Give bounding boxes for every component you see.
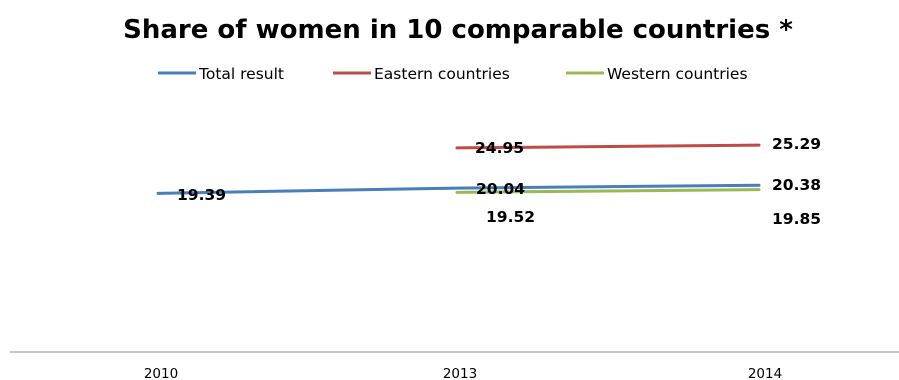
data-label-total-result-2010: 19.39 <box>177 186 226 204</box>
legend-label-total-result: Total result <box>198 65 284 83</box>
x-tick-label-2013: 2013 <box>443 366 477 380</box>
series-line-eastern-countries <box>455 143 761 150</box>
series-line-western-countries <box>455 188 761 194</box>
data-label-eastern-countries-2013: 24.95 <box>475 139 524 157</box>
data-label-western-countries-2013: 19.52 <box>486 208 535 226</box>
series-lines <box>156 143 761 195</box>
x-axis-ticks: 2010 2013 2014 <box>144 366 782 380</box>
data-label-total-result-2014: 20.38 <box>772 176 821 194</box>
legend-label-western-countries: Western countries <box>607 65 748 83</box>
x-tick-label-2014: 2014 <box>748 366 782 380</box>
x-tick-label-2010: 2010 <box>144 366 178 380</box>
legend: Total result Eastern countries Western c… <box>158 65 748 83</box>
series-line-total-result <box>156 183 761 195</box>
data-label-total-result-2013: 20.04 <box>476 180 525 198</box>
data-label-eastern-countries-2014: 25.29 <box>772 135 821 153</box>
data-labels: 19.39 20.04 20.38 24.95 25.29 19.52 19.85 <box>177 135 821 228</box>
legend-label-eastern-countries: Eastern countries <box>374 65 510 83</box>
chart-title: Share of women in 10 comparable countrie… <box>123 15 793 45</box>
data-label-western-countries-2014: 19.85 <box>772 210 821 228</box>
